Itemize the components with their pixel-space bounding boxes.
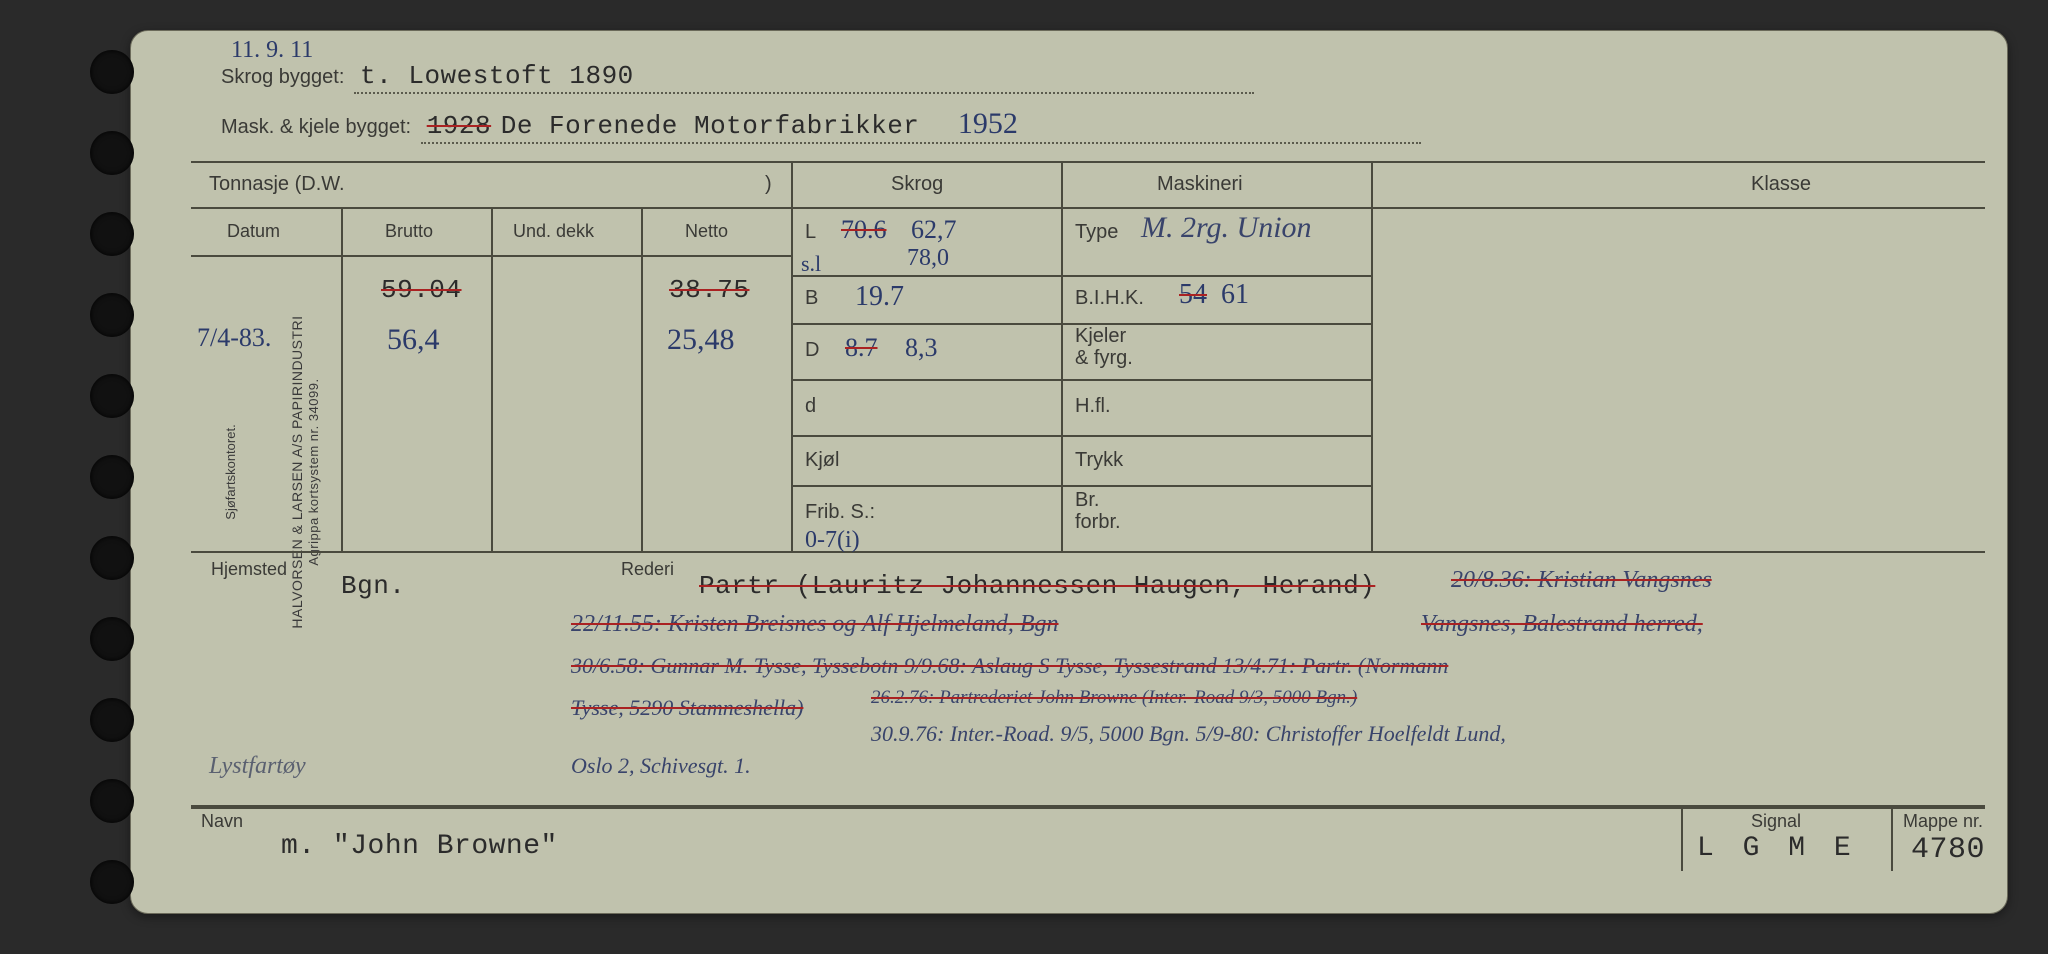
rederi-tail0: 20/8.36: Kristian Vangsnes [1451, 567, 1712, 594]
navn-label: Navn [201, 811, 243, 832]
brutto-struck: 59.04 [381, 275, 462, 305]
spec-table: Tonnasje (D.W. ) Skrog Maskineri Klasse … [191, 161, 1985, 553]
L-struck: 70.6 [841, 215, 887, 245]
document-scan: HALVORSEN & LARSEN A/S PAPIRINDUSTRI Agr… [10, 10, 2038, 944]
frib-label: Frib. S.: [805, 501, 875, 524]
top-handwritten-number: 11. 9. 11 [231, 37, 313, 64]
punch-hole [90, 374, 134, 418]
skrog-bygget-row: Skrog bygget: t. Lowestoft 1890 [221, 61, 1985, 101]
mask-kjele-label: Mask. & kjele bygget: [221, 116, 411, 138]
punch-hole [90, 698, 134, 742]
punch-hole [90, 860, 134, 904]
ownership-block: Hjemsted Bgn. Rederi Partr (Lauritz Joha… [191, 553, 1985, 807]
kjol-label: Kjøl [805, 449, 839, 472]
brutto-2: 56,4 [387, 323, 440, 357]
B-value: 19.7 [855, 281, 904, 313]
mask-text: De Forenede Motorfabrikker [501, 111, 920, 141]
hjemsted-value: Bgn. [341, 571, 405, 601]
punch-holes [90, 50, 150, 904]
card-content: 11. 9. 11 Skrog bygget: t. Lowestoft 189… [191, 43, 1985, 895]
punch-hole [90, 779, 134, 823]
rederi-line1-tail: Vangsnes, Balestrand herred, [1421, 611, 1703, 638]
bihk-value: 61 [1221, 279, 1249, 311]
col-netto: Netto [685, 221, 728, 242]
type-value: M. 2rg. Union [1141, 211, 1312, 245]
rederi-line3a: Tysse, 5290 Stamneshella) [571, 695, 803, 721]
mappe-label: Mappe nr. [1903, 811, 1983, 832]
klasse-title: Klasse [1751, 173, 1811, 196]
D-struck: 8.7 [845, 333, 878, 363]
tonnasje-label: Tonnasje (D.W. [209, 173, 345, 196]
hjemsted-label: Hjemsted [211, 559, 287, 580]
index-card: HALVORSEN & LARSEN A/S PAPIRINDUSTRI Agr… [130, 30, 2008, 914]
punch-hole [90, 455, 134, 499]
type-label: Type [1075, 221, 1118, 244]
netto-2: 25,48 [667, 323, 735, 357]
B-label: B [805, 287, 818, 310]
mappe-value: 4780 [1911, 833, 1985, 867]
bihk-label: B.I.H.K. [1075, 287, 1144, 310]
D-label: D [805, 339, 819, 362]
d-label: d [805, 395, 816, 418]
netto-struck: 38.75 [669, 275, 750, 305]
rederi-label: Rederi [621, 559, 674, 580]
col-datum: Datum [227, 221, 280, 242]
bihk-struck: 54 [1179, 279, 1207, 311]
punch-hole [90, 212, 134, 256]
punch-hole [90, 536, 134, 580]
lystfartoy-note: Lystfartøy [209, 753, 306, 780]
kjeler-label: Kjeler & fyrg. [1075, 325, 1133, 369]
col-und-dekk: Und. dekk [513, 221, 594, 242]
skrog-bygget-value: t. Lowestoft 1890 [354, 61, 1254, 94]
tonnasje-close: ) [765, 173, 772, 196]
rederi-line2: 30/6.58: Gunnar M. Tysse, Tyssebotn 9/9.… [571, 653, 1448, 679]
rederi-line5: Oslo 2, Schivesgt. 1. [571, 753, 751, 779]
sl-label: s.l [801, 251, 821, 277]
br-forbr-label: Br. forbr. [1075, 489, 1121, 533]
navn-value: m. "John Browne" [281, 831, 558, 862]
rederi-line4: 30.9.76: Inter.-Road. 9/5, 5000 Bgn. 5/9… [871, 721, 1506, 747]
L-label: L [805, 221, 816, 244]
col-brutto: Brutto [385, 221, 433, 242]
D-value: 8,3 [905, 333, 938, 363]
punch-hole [90, 293, 134, 337]
hfl-label: H.fl. [1075, 395, 1111, 418]
datum-2: 7/4-83. [197, 323, 271, 353]
mask-kjele-row: Mask. & kjele bygget: 1928 De Forenede M… [221, 107, 1985, 147]
maskineri-title: Maskineri [1157, 173, 1243, 196]
signal-label: Signal [1751, 811, 1801, 832]
punch-hole [90, 50, 134, 94]
skrog-title: Skrog [891, 173, 943, 196]
punch-hole [90, 131, 134, 175]
signal-value: L G M E [1697, 833, 1857, 864]
rederi-line3b: 26.2.76: Partrederiet John Browne (Inter… [871, 687, 1357, 709]
mask-year-handwritten: 1952 [958, 107, 1018, 140]
mask-year-struck: 1928 [427, 111, 491, 141]
sl-value: 78,0 [907, 245, 949, 272]
rederi-line1: 22/11.55: Kristen Breisnes og Alf Hjelme… [571, 611, 1059, 638]
footer-row: Navn m. "John Browne" Signal L G M E Map… [191, 807, 1985, 871]
rederi-typed: Partr (Lauritz Johannessen Haugen, Heran… [699, 571, 1375, 601]
punch-hole [90, 617, 134, 661]
trykk-label: Trykk [1075, 449, 1123, 472]
skrog-bottom-note: 0-7(i) [805, 527, 860, 554]
skrog-bygget-label: Skrog bygget: [221, 66, 344, 88]
L-value: 62,7 [911, 215, 957, 245]
